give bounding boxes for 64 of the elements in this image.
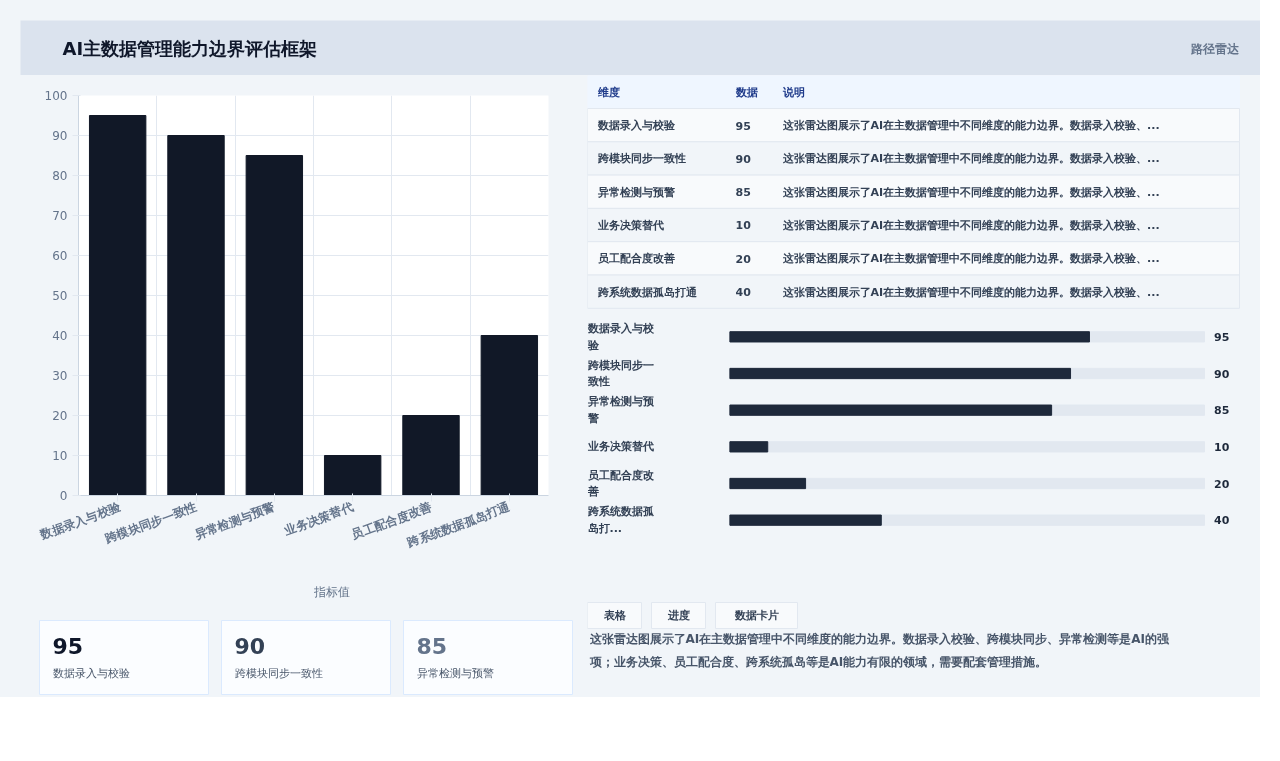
y-tick-label: 业务决策替代	[586, 440, 654, 454]
y-tick-label: 跨系统数据孤岛打...	[586, 505, 655, 536]
data-label: 95	[52, 633, 84, 659]
text: 指标值	[314, 583, 350, 601]
text: 表格	[602, 609, 627, 622]
text: 数据卡片	[733, 609, 779, 622]
data-label: 85	[735, 186, 751, 200]
category-label: 业务决策替代	[596, 218, 664, 232]
y-tick-label: 50	[52, 289, 68, 303]
y-tick-label: 跨模块同步一致性	[586, 358, 654, 389]
y-tick-label: 数据录入与校验	[586, 321, 655, 352]
y-tick-label: 员工配合度改善	[586, 468, 655, 499]
bar	[729, 477, 807, 490]
y-tick-label: 0	[59, 489, 68, 503]
category-label: 跨模块同步一致性	[234, 667, 323, 680]
bar	[88, 115, 147, 496]
category-label: 异常检测与预警	[416, 667, 494, 680]
y-tick-label: 80	[52, 169, 68, 183]
text: 这张雷达图展示了AI在主数据管理中不同维度的能力边界。数据录入校验、...	[781, 152, 1160, 166]
category-label: 跨模块同步一致性	[596, 152, 686, 166]
bar	[323, 455, 382, 496]
bar	[167, 135, 225, 496]
text: 这张雷达图展示了AI在主数据管理中不同维度的能力边界。数据录入校验、...	[781, 218, 1160, 232]
bar	[729, 441, 769, 453]
text: 这张雷达图展示了AI在主数据管理中不同维度的能力边界。数据录入校验、...	[781, 285, 1160, 299]
y-tick-label: 60	[52, 249, 68, 263]
y-tick-label: 10	[52, 449, 68, 463]
data-label: 90	[735, 152, 752, 166]
text: 这张雷达图展示了AI在主数据管理中不同维度的能力边界。数据录入校验、...	[781, 119, 1160, 132]
text: 说明	[781, 86, 805, 99]
y-tick-label: 70	[52, 209, 68, 223]
category-label: 数据录入与校验	[596, 119, 676, 132]
y-tick-label: 90	[52, 129, 68, 143]
data-label: 20	[735, 252, 752, 266]
data-label: 10	[735, 219, 752, 233]
data-label: 10	[1214, 440, 1230, 454]
text: 路径雷达	[1189, 41, 1240, 56]
data-label: 90	[234, 633, 266, 659]
text: 这张雷达图展示了AI在主数据管理中不同维度的能力边界。数据录入校验、...	[781, 252, 1160, 266]
text: 数据	[734, 86, 758, 99]
text: 维度	[596, 86, 620, 99]
text: 这张雷达图展示了AI在主数据管理中不同维度的能力边界。数据录入校验、跨模块同步、异常检测等是AI的强项；业务决策、员工配合度、跨系统孤岛等是AI能力有限的领域，需要配套管理措施。	[588, 632, 1170, 669]
category-label: 员工配合度改善	[597, 252, 675, 266]
data-label: 40	[735, 286, 752, 299]
y-tick-label: 20	[52, 409, 68, 423]
y-tick-label: 40	[52, 329, 68, 343]
bar	[245, 155, 304, 496]
data-label: 95	[735, 119, 751, 133]
data-label: 40	[1214, 514, 1230, 528]
data-label: 95	[1214, 330, 1230, 344]
category-label: 跨系统数据孤岛打通	[596, 285, 698, 299]
text: 这张雷达图展示了AI在主数据管理中不同维度的能力边界。数据录入校验、...	[781, 185, 1160, 199]
y-tick-label: 异常检测与预警	[586, 395, 655, 426]
bar	[480, 335, 539, 496]
data-label: 85	[416, 633, 448, 659]
y-tick-label: 100	[44, 89, 68, 103]
data-label: 85	[1214, 404, 1230, 418]
category-label: 异常检测与预警	[596, 185, 675, 199]
text: AI主数据管理能力边界评估框架	[62, 38, 318, 59]
y-tick-label: 30	[52, 369, 68, 383]
bar	[402, 415, 460, 496]
data-label: 90	[1214, 367, 1230, 381]
text: 进度	[666, 609, 690, 622]
data-label: 20	[1214, 477, 1230, 491]
